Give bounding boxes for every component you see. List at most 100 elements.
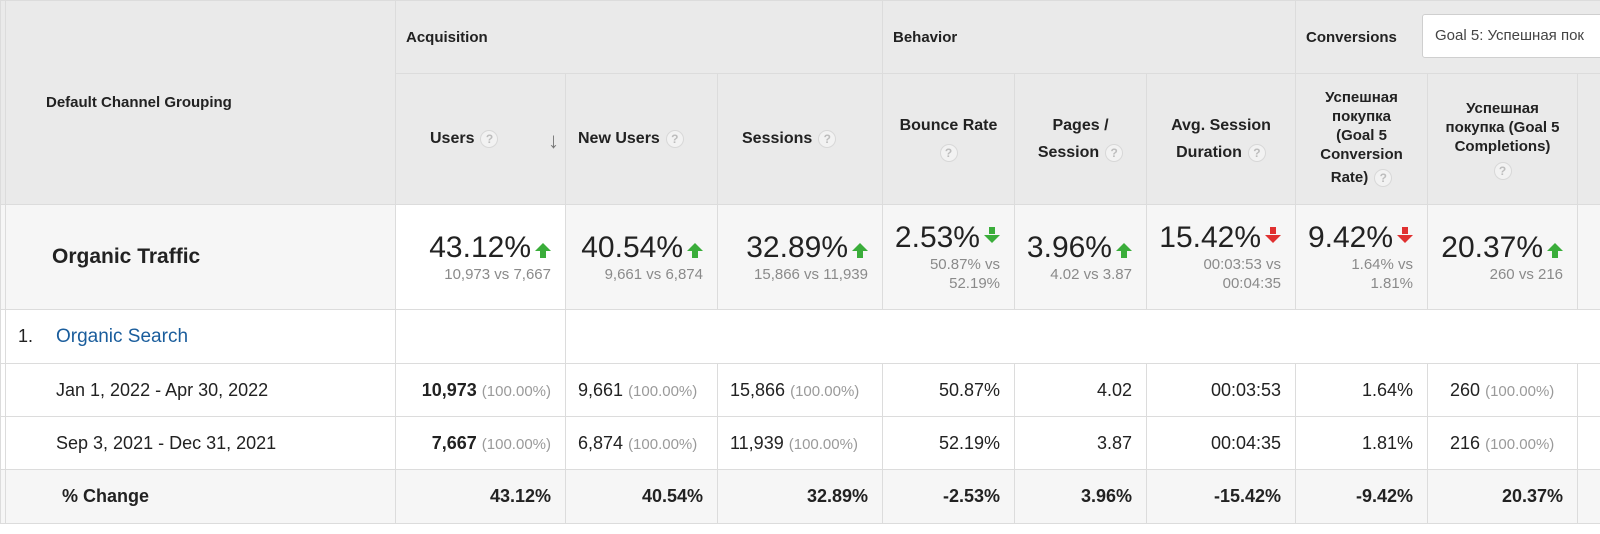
summary-new-users: 40.54% 9,661 vs 6,874 (565, 204, 718, 310)
arrow-down-icon (1265, 227, 1282, 243)
row-goal-comp: 260 (100.00%) (1427, 363, 1579, 417)
column-goal-rate-label-5: Rate) (1330, 168, 1369, 186)
summary-new-users-value: 40.54% (581, 230, 683, 264)
column-avg-session-duration[interactable]: Avg. Session Duration? (1145, 73, 1297, 205)
row-bounce-rate: 52.19% (882, 416, 1015, 470)
channel-empty-cell (395, 309, 566, 364)
column-pages-session-label-1: Pages / (1052, 117, 1109, 134)
summary-overflow (1577, 204, 1600, 310)
help-icon[interactable]: ? (665, 129, 684, 148)
column-new-users[interactable]: New Users? (565, 73, 718, 205)
summary-pages-session: 3.96% 4.02 vs 3.87 (1014, 204, 1147, 310)
row-sessions-pct: (100.00%) (790, 382, 860, 400)
column-goal-rate-label-3: (Goal 5 (1336, 126, 1387, 144)
channel-spacer (564, 309, 1600, 364)
row-users-value: 7,667 (431, 432, 477, 453)
help-icon[interactable]: ? (1247, 143, 1266, 162)
change-pages-session: 3.96% (1014, 469, 1147, 524)
summary-bounce-rate-value: 2.53% (894, 221, 980, 254)
change-label: % Change (5, 469, 396, 524)
row-label: Jan 1, 2022 - Apr 30, 2022 (5, 363, 396, 417)
channel-link[interactable]: Organic Search (56, 325, 189, 347)
summary-bounce-rate: 2.53% 50.87% vs 52.19% (882, 204, 1015, 310)
summary-users-value: 43.12% (429, 230, 531, 264)
column-new-users-label: New Users (578, 130, 660, 148)
column-goal-comp-label-2: покупка (Goal 5 (1445, 118, 1560, 136)
change-goal-rate: -9.42% (1295, 469, 1429, 524)
change-goal-comp: 20.37% (1427, 469, 1579, 524)
summary-avg-session-value: 15.42% (1159, 221, 1262, 254)
dimension-header: Default Channel Grouping (5, 0, 396, 205)
help-icon[interactable]: ? (1493, 161, 1512, 180)
summary-pages-session-compare: 4.02 vs 3.87 (1050, 265, 1132, 283)
summary-avg-session: 15.42% 00:03:53 vs 00:04:35 (1145, 204, 1297, 310)
row-sessions-value: 15,866 (730, 379, 786, 400)
change-sessions: 32.89% (717, 469, 883, 524)
row-users: 7,667 (100.00%) (395, 416, 566, 470)
column-sessions-label: Sessions (742, 130, 813, 148)
help-icon[interactable]: ? (939, 143, 958, 162)
row-goal-rate: 1.64% (1295, 363, 1429, 417)
change-overflow (1577, 469, 1600, 524)
arrow-down-icon (1397, 227, 1414, 243)
row-goal-comp-value: 260 (1450, 379, 1481, 400)
arrow-down-icon (984, 227, 1000, 243)
column-bounce-rate[interactable]: Bounce Rate ? (882, 73, 1015, 205)
summary-goal-comp: 20.37% 260 vs 216 (1427, 204, 1579, 310)
column-pages-session[interactable]: Pages / Session? (1014, 73, 1147, 205)
summary-users: 43.12% 10,973 vs 7,667 (395, 204, 566, 310)
summary-new-users-compare: 9,661 vs 6,874 (604, 265, 703, 283)
help-icon[interactable]: ? (1105, 143, 1124, 162)
row-bounce-rate: 50.87% (882, 363, 1015, 417)
row-sessions: 11,939 (100.00%) (717, 416, 883, 470)
row-new-users: 6,874 (100.00%) (565, 416, 718, 470)
help-icon[interactable]: ? (818, 129, 837, 148)
row-users-pct: (100.00%) (481, 382, 551, 400)
group-behavior: Behavior (881, 0, 1297, 74)
row-sessions: 15,866 (100.00%) (717, 363, 883, 417)
row-avg-session: 00:03:53 (1145, 363, 1297, 417)
column-users[interactable]: Users? ↓ (395, 73, 566, 205)
row-goal-comp-value: 216 (1450, 432, 1481, 453)
column-goal-rate-label-4: Conversion (1320, 145, 1403, 163)
row-users: 10,973 (100.00%) (395, 363, 566, 417)
arrow-up-icon (1116, 242, 1132, 258)
row-new-users-pct: (100.00%) (628, 382, 698, 400)
column-goal-completions[interactable]: Успешная покупка (Goal 5 Completions) ? (1427, 73, 1579, 205)
summary-label: Organic Traffic (5, 204, 396, 310)
arrow-up-icon (1547, 242, 1564, 258)
help-icon[interactable]: ? (480, 129, 499, 148)
column-avg-session-label-2: Duration (1176, 144, 1242, 161)
row-goal-comp-pct: (100.00%) (1485, 435, 1555, 453)
row-new-users: 9,661 (100.00%) (565, 363, 718, 417)
column-users-label: Users (430, 130, 475, 148)
channel-index: 1. (18, 325, 34, 346)
dimension-label: Default Channel Grouping (46, 93, 232, 111)
group-acquisition: Acquisition (395, 0, 883, 74)
column-sessions[interactable]: Sessions? (717, 73, 883, 205)
column-goal-rate-label-1: Успешная (1325, 88, 1398, 106)
column-bounce-rate-label: Bounce Rate (899, 117, 998, 134)
goal-select-dropdown[interactable]: Goal 5: Успешная пок (1422, 14, 1600, 58)
arrow-up-icon (535, 242, 551, 258)
row-users-value: 10,973 (421, 379, 477, 400)
summary-bounce-rate-compare-1: 50.87% vs (929, 256, 1000, 273)
row-overflow (1577, 416, 1600, 470)
row-sessions-value: 11,939 (730, 432, 784, 453)
summary-pages-session-value: 3.96% (1026, 230, 1112, 264)
help-icon[interactable]: ? (1374, 168, 1393, 187)
summary-goal-rate-compare-2: 1.81% (1370, 275, 1414, 292)
row-goal-comp-pct: (100.00%) (1485, 382, 1555, 400)
column-pages-session-label-2: Session (1037, 144, 1100, 161)
summary-goal-rate-value: 9.42% (1307, 221, 1394, 254)
row-avg-session: 00:04:35 (1145, 416, 1297, 470)
change-bounce-rate: -2.53% (882, 469, 1015, 524)
summary-avg-session-compare-1: 00:03:53 vs (1203, 256, 1282, 273)
sort-descending-icon[interactable]: ↓ (548, 128, 559, 153)
column-goal-comp-label-3: Completions) (1454, 137, 1551, 155)
column-goal-conversion-rate[interactable]: Успешная покупка (Goal 5 Conversion Rate… (1295, 73, 1429, 205)
summary-sessions-value: 32.89% (746, 230, 848, 264)
row-label: Sep 3, 2021 - Dec 31, 2021 (5, 416, 396, 470)
change-users: 43.12% (395, 469, 566, 524)
